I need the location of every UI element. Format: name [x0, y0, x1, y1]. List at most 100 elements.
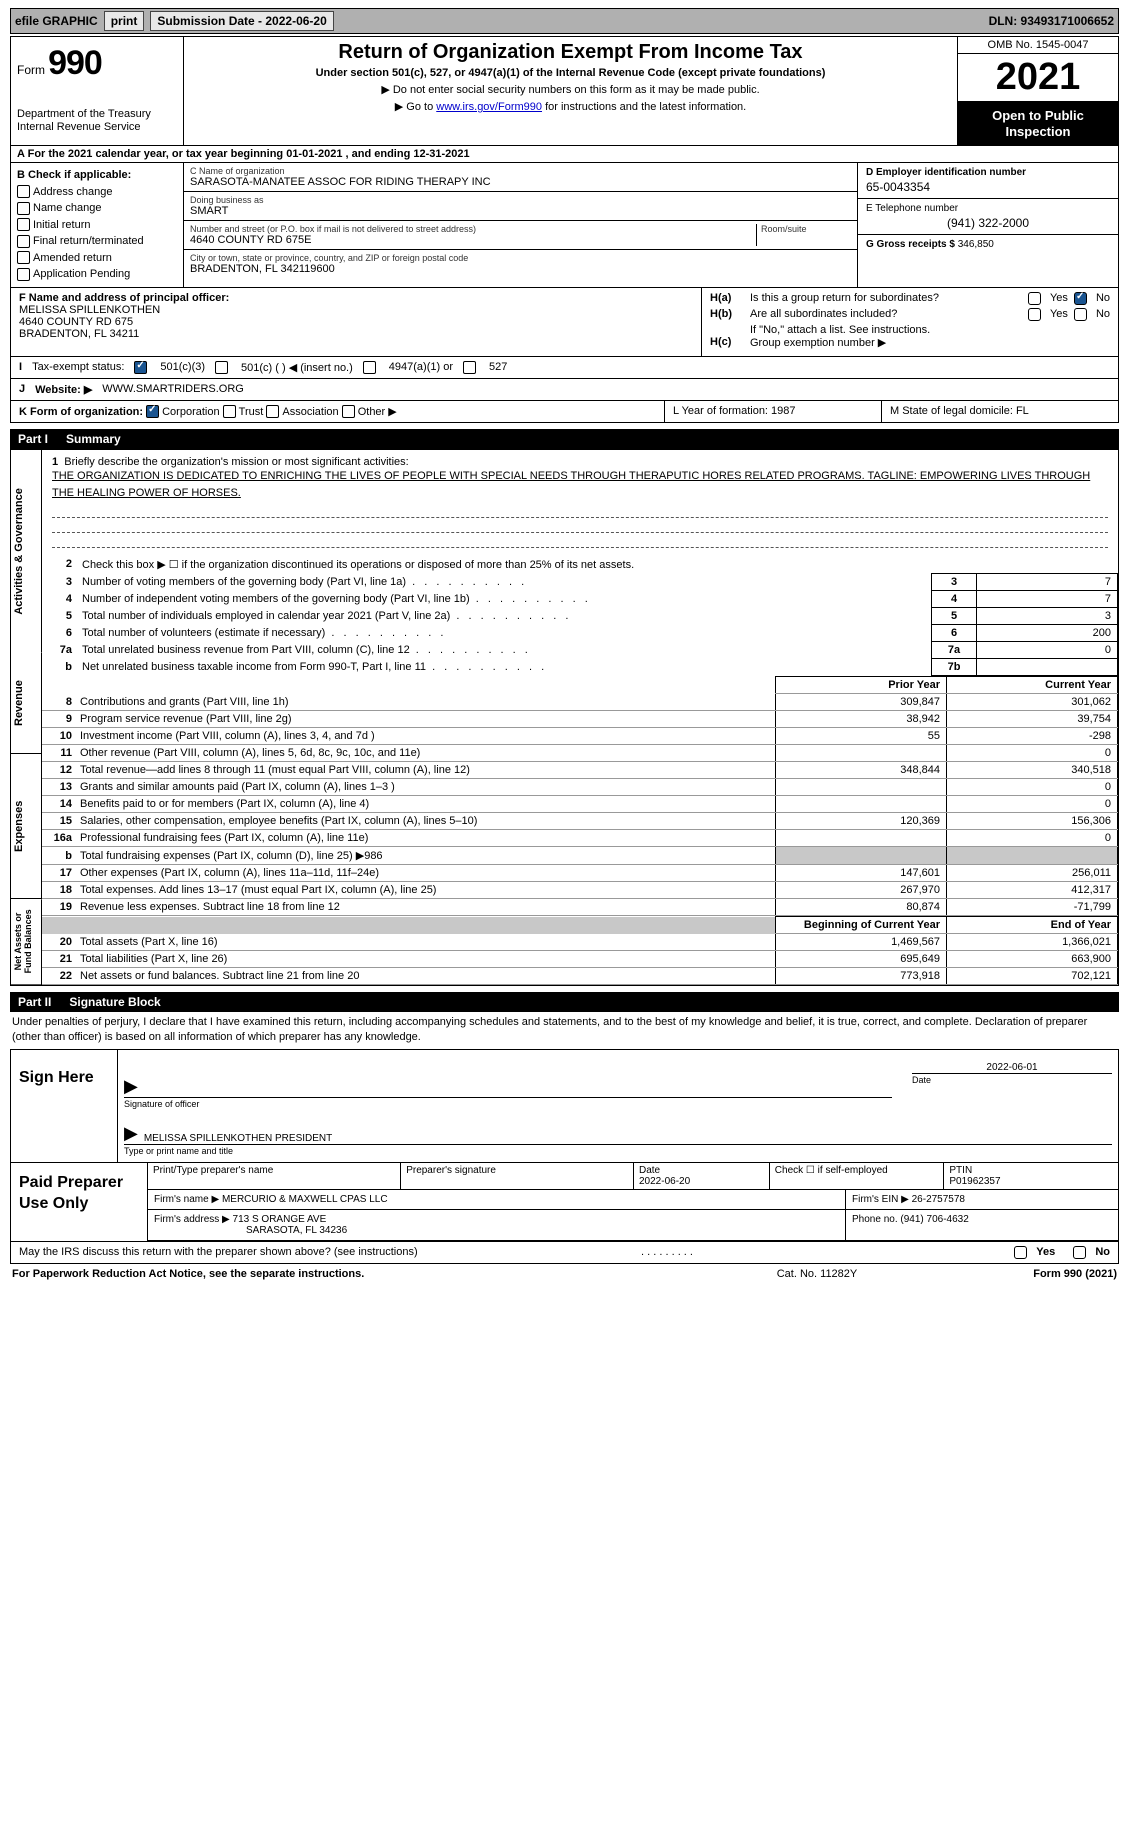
netassets-header: Beginning of Current Year End of Year: [42, 916, 1118, 934]
vtab-governance: Activities & Governance: [11, 450, 42, 653]
hc-label: Group exemption number ▶: [750, 336, 886, 349]
irs-link[interactable]: www.irs.gov/Form990: [436, 101, 542, 113]
irs-discuss-row: May the IRS discuss this return with the…: [10, 1242, 1119, 1264]
open-inspection-label: Open to Public Inspection: [958, 102, 1118, 145]
chk-501c3[interactable]: [134, 361, 147, 374]
vtab-revenue: Revenue: [11, 653, 42, 754]
chk-501c[interactable]: [215, 361, 228, 374]
vtab-netassets: Net Assets or Fund Balances: [11, 899, 42, 985]
prep-h2: Preparer's signature: [400, 1163, 633, 1190]
prep-ein: 26-2757578: [912, 1194, 965, 1205]
checkbox-final-return[interactable]: [17, 235, 30, 248]
dept-label: Department of the Treasury: [17, 108, 177, 121]
perjury-text: Under penalties of perjury, I declare th…: [10, 1012, 1119, 1047]
checkbox-name-change[interactable]: [17, 202, 30, 215]
prep-selfemp: Check ☐ if self-employed: [769, 1163, 944, 1190]
part2-title: Signature Block: [69, 995, 160, 1009]
org-name-label: C Name of organization: [190, 166, 851, 176]
submission-date-label: Submission Date - 2022-06-20: [150, 11, 333, 31]
ha-yes[interactable]: [1028, 292, 1041, 305]
note-1: Do not enter social security numbers on …: [393, 84, 760, 96]
sig-date: 2022-06-01: [912, 1062, 1112, 1073]
cat-no: Cat. No. 11282Y: [717, 1268, 917, 1280]
row-j: J Website: ▶ WWW.SMARTRIDERS.ORG: [10, 379, 1119, 401]
city-value: BRADENTON, FL 342119600: [190, 263, 851, 275]
ein-value: 65-0043354: [866, 180, 1110, 194]
summary-wrap: Activities & Governance Revenue Expenses…: [10, 449, 1119, 986]
header-right: OMB No. 1545-0047 2021 Open to Public In…: [957, 36, 1119, 146]
col-f: F Name and address of principal officer:…: [11, 288, 702, 356]
addr-value: 4640 COUNTY RD 675E: [190, 234, 756, 246]
discuss-yes[interactable]: [1014, 1246, 1027, 1259]
sign-here-label: Sign Here: [11, 1050, 118, 1162]
revenue-table: 8Contributions and grants (Part VIII, li…: [42, 694, 1118, 779]
discuss-no[interactable]: [1073, 1246, 1086, 1259]
col-h: H(a) Is this a group return for subordin…: [702, 288, 1118, 356]
tax-status-label: Tax-exempt status:: [32, 361, 124, 373]
dba-label: Doing business as: [190, 195, 851, 205]
chk-assoc[interactable]: [266, 405, 279, 418]
section-bcd: B Check if applicable: Address change Na…: [10, 163, 1119, 288]
hdr-current-year: Current Year: [947, 677, 1118, 694]
ein-label: D Employer identification number: [866, 167, 1110, 178]
form-title: Return of Organization Exempt From Incom…: [192, 41, 949, 64]
preparer-block: Paid Preparer Use Only Print/Type prepar…: [10, 1163, 1119, 1242]
check-b-title: B Check if applicable:: [17, 167, 177, 184]
checkbox-initial-return[interactable]: [17, 218, 30, 231]
city-label: City or town, state or province, country…: [190, 253, 851, 263]
form-label: Form: [17, 63, 45, 77]
checkbox-amended[interactable]: [17, 251, 30, 264]
officer-label: F Name and address of principal officer:: [19, 292, 693, 304]
chk-4947[interactable]: [363, 361, 376, 374]
hb-no[interactable]: [1074, 308, 1087, 321]
part2-header: Part II Signature Block: [10, 992, 1119, 1012]
mission-label: Briefly describe the organization's miss…: [64, 456, 408, 468]
paperwork-notice: For Paperwork Reduction Act Notice, see …: [12, 1268, 717, 1280]
row-k: K Form of organization: Corporation Trus…: [10, 401, 1119, 424]
form-number: 990: [48, 44, 102, 82]
hb-yes[interactable]: [1028, 308, 1041, 321]
prep-addr1: 713 S ORANGE AVE: [233, 1214, 327, 1225]
row-i: I Tax-exempt status: 501(c)(3) 501(c) ( …: [10, 357, 1119, 379]
addr-label: Number and street (or P.O. box if mail i…: [190, 224, 756, 234]
chk-527[interactable]: [463, 361, 476, 374]
part1-header: Part I Summary: [10, 429, 1119, 449]
top-bar: efile GRAPHIC print Submission Date - 20…: [10, 8, 1119, 34]
row-a: A For the 2021 calendar year, or tax yea…: [10, 146, 1119, 163]
line-2: Check this box ▶ ☐ if the organization d…: [78, 556, 1118, 573]
prep-addr2: SARASOTA, FL 34236: [246, 1225, 347, 1236]
chk-trust[interactable]: [223, 405, 236, 418]
hdr-prior-year: Prior Year: [776, 677, 947, 694]
korg-label: K Form of organization:: [19, 406, 143, 418]
part2-num: Part II: [18, 995, 51, 1009]
col-b: B Check if applicable: Address change Na…: [11, 163, 184, 287]
mission-text: THE ORGANIZATION IS DEDICATED TO ENRICHI…: [52, 470, 1090, 499]
expenses-table: 13Grants and similar amounts paid (Part …: [42, 779, 1118, 916]
tax-year: 2021: [958, 54, 1118, 102]
checkbox-address-change[interactable]: [17, 185, 30, 198]
header-mid: Return of Organization Exempt From Incom…: [184, 36, 957, 146]
state-domicile: M State of legal domicile: FL: [882, 401, 1118, 423]
vtab-expenses: Expenses: [11, 754, 42, 899]
prep-h1: Print/Type preparer's name: [148, 1163, 400, 1190]
dba-value: SMART: [190, 205, 851, 217]
dln-label: DLN: 93493171006652: [989, 14, 1114, 28]
org-name: SARASOTA-MANATEE ASSOC FOR RIDING THERAP…: [190, 176, 851, 188]
page-footer: For Paperwork Reduction Act Notice, see …: [10, 1264, 1119, 1284]
netassets-table: 20Total assets (Part X, line 16)1,469,56…: [42, 934, 1118, 985]
part1-title: Summary: [66, 432, 121, 446]
chk-corp[interactable]: [146, 405, 159, 418]
sign-here-block: Sign Here ▶ Signature of officer 2022-06…: [10, 1049, 1119, 1163]
website-value: WWW.SMARTRIDERS.ORG: [102, 383, 244, 395]
ha-no[interactable]: [1074, 292, 1087, 305]
checkbox-pending[interactable]: [17, 268, 30, 281]
prep-phone: (941) 706-4632: [900, 1214, 968, 1225]
chk-other[interactable]: [342, 405, 355, 418]
sig-name-label: Type or print name and title: [124, 1145, 1112, 1156]
hb-label: Are all subordinates included?: [750, 308, 1028, 320]
col-d: D Employer identification number 65-0043…: [857, 163, 1118, 287]
form-header: Form 990 Department of the Treasury Inte…: [10, 36, 1119, 146]
efile-label: efile GRAPHIC: [15, 14, 98, 28]
gross-value: 346,850: [958, 239, 994, 250]
print-button[interactable]: print: [104, 11, 145, 31]
